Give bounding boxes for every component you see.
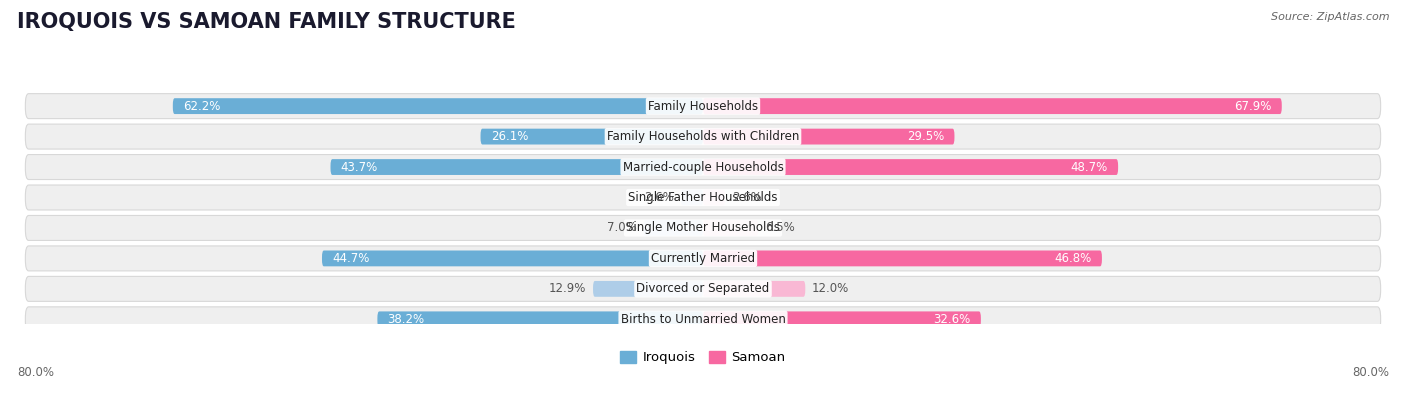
FancyBboxPatch shape	[703, 98, 1282, 114]
FancyBboxPatch shape	[25, 124, 1381, 149]
Text: Divorced or Separated: Divorced or Separated	[637, 282, 769, 295]
FancyBboxPatch shape	[703, 190, 725, 205]
FancyBboxPatch shape	[25, 246, 1381, 271]
Text: Currently Married: Currently Married	[651, 252, 755, 265]
Text: 6.5%: 6.5%	[765, 222, 794, 235]
FancyBboxPatch shape	[25, 94, 1381, 118]
FancyBboxPatch shape	[703, 250, 1102, 266]
FancyBboxPatch shape	[703, 129, 955, 145]
Text: 46.8%: 46.8%	[1054, 252, 1091, 265]
Text: 80.0%: 80.0%	[1353, 366, 1389, 379]
Text: 2.6%: 2.6%	[644, 191, 673, 204]
FancyBboxPatch shape	[681, 190, 703, 205]
Text: Single Mother Households: Single Mother Households	[626, 222, 780, 235]
Text: 12.9%: 12.9%	[548, 282, 586, 295]
FancyBboxPatch shape	[703, 220, 758, 236]
Text: Married-couple Households: Married-couple Households	[623, 160, 783, 173]
Text: 12.0%: 12.0%	[813, 282, 849, 295]
Text: IROQUOIS VS SAMOAN FAMILY STRUCTURE: IROQUOIS VS SAMOAN FAMILY STRUCTURE	[17, 12, 516, 32]
Text: 62.2%: 62.2%	[183, 100, 221, 113]
FancyBboxPatch shape	[25, 276, 1381, 301]
FancyBboxPatch shape	[703, 281, 806, 297]
FancyBboxPatch shape	[593, 281, 703, 297]
FancyBboxPatch shape	[25, 307, 1381, 332]
FancyBboxPatch shape	[25, 185, 1381, 210]
Text: 32.6%: 32.6%	[934, 313, 970, 326]
Text: 43.7%: 43.7%	[340, 160, 378, 173]
Text: Births to Unmarried Women: Births to Unmarried Women	[620, 313, 786, 326]
Text: 48.7%: 48.7%	[1070, 160, 1108, 173]
Text: Single Father Households: Single Father Households	[628, 191, 778, 204]
Text: 44.7%: 44.7%	[332, 252, 370, 265]
FancyBboxPatch shape	[644, 220, 703, 236]
Text: Family Households with Children: Family Households with Children	[607, 130, 799, 143]
Text: 80.0%: 80.0%	[17, 366, 53, 379]
Text: Source: ZipAtlas.com: Source: ZipAtlas.com	[1271, 12, 1389, 22]
Text: Family Households: Family Households	[648, 100, 758, 113]
Text: 7.0%: 7.0%	[607, 222, 637, 235]
Text: 38.2%: 38.2%	[388, 313, 425, 326]
FancyBboxPatch shape	[703, 159, 1118, 175]
FancyBboxPatch shape	[25, 154, 1381, 180]
FancyBboxPatch shape	[481, 129, 703, 145]
FancyBboxPatch shape	[322, 250, 703, 266]
FancyBboxPatch shape	[703, 311, 981, 327]
Text: 29.5%: 29.5%	[907, 130, 945, 143]
Text: 2.6%: 2.6%	[733, 191, 762, 204]
FancyBboxPatch shape	[25, 215, 1381, 241]
FancyBboxPatch shape	[377, 311, 703, 327]
Text: 67.9%: 67.9%	[1234, 100, 1271, 113]
FancyBboxPatch shape	[173, 98, 703, 114]
Text: 26.1%: 26.1%	[491, 130, 529, 143]
Legend: Iroquois, Samoan: Iroquois, Samoan	[616, 345, 790, 369]
FancyBboxPatch shape	[330, 159, 703, 175]
